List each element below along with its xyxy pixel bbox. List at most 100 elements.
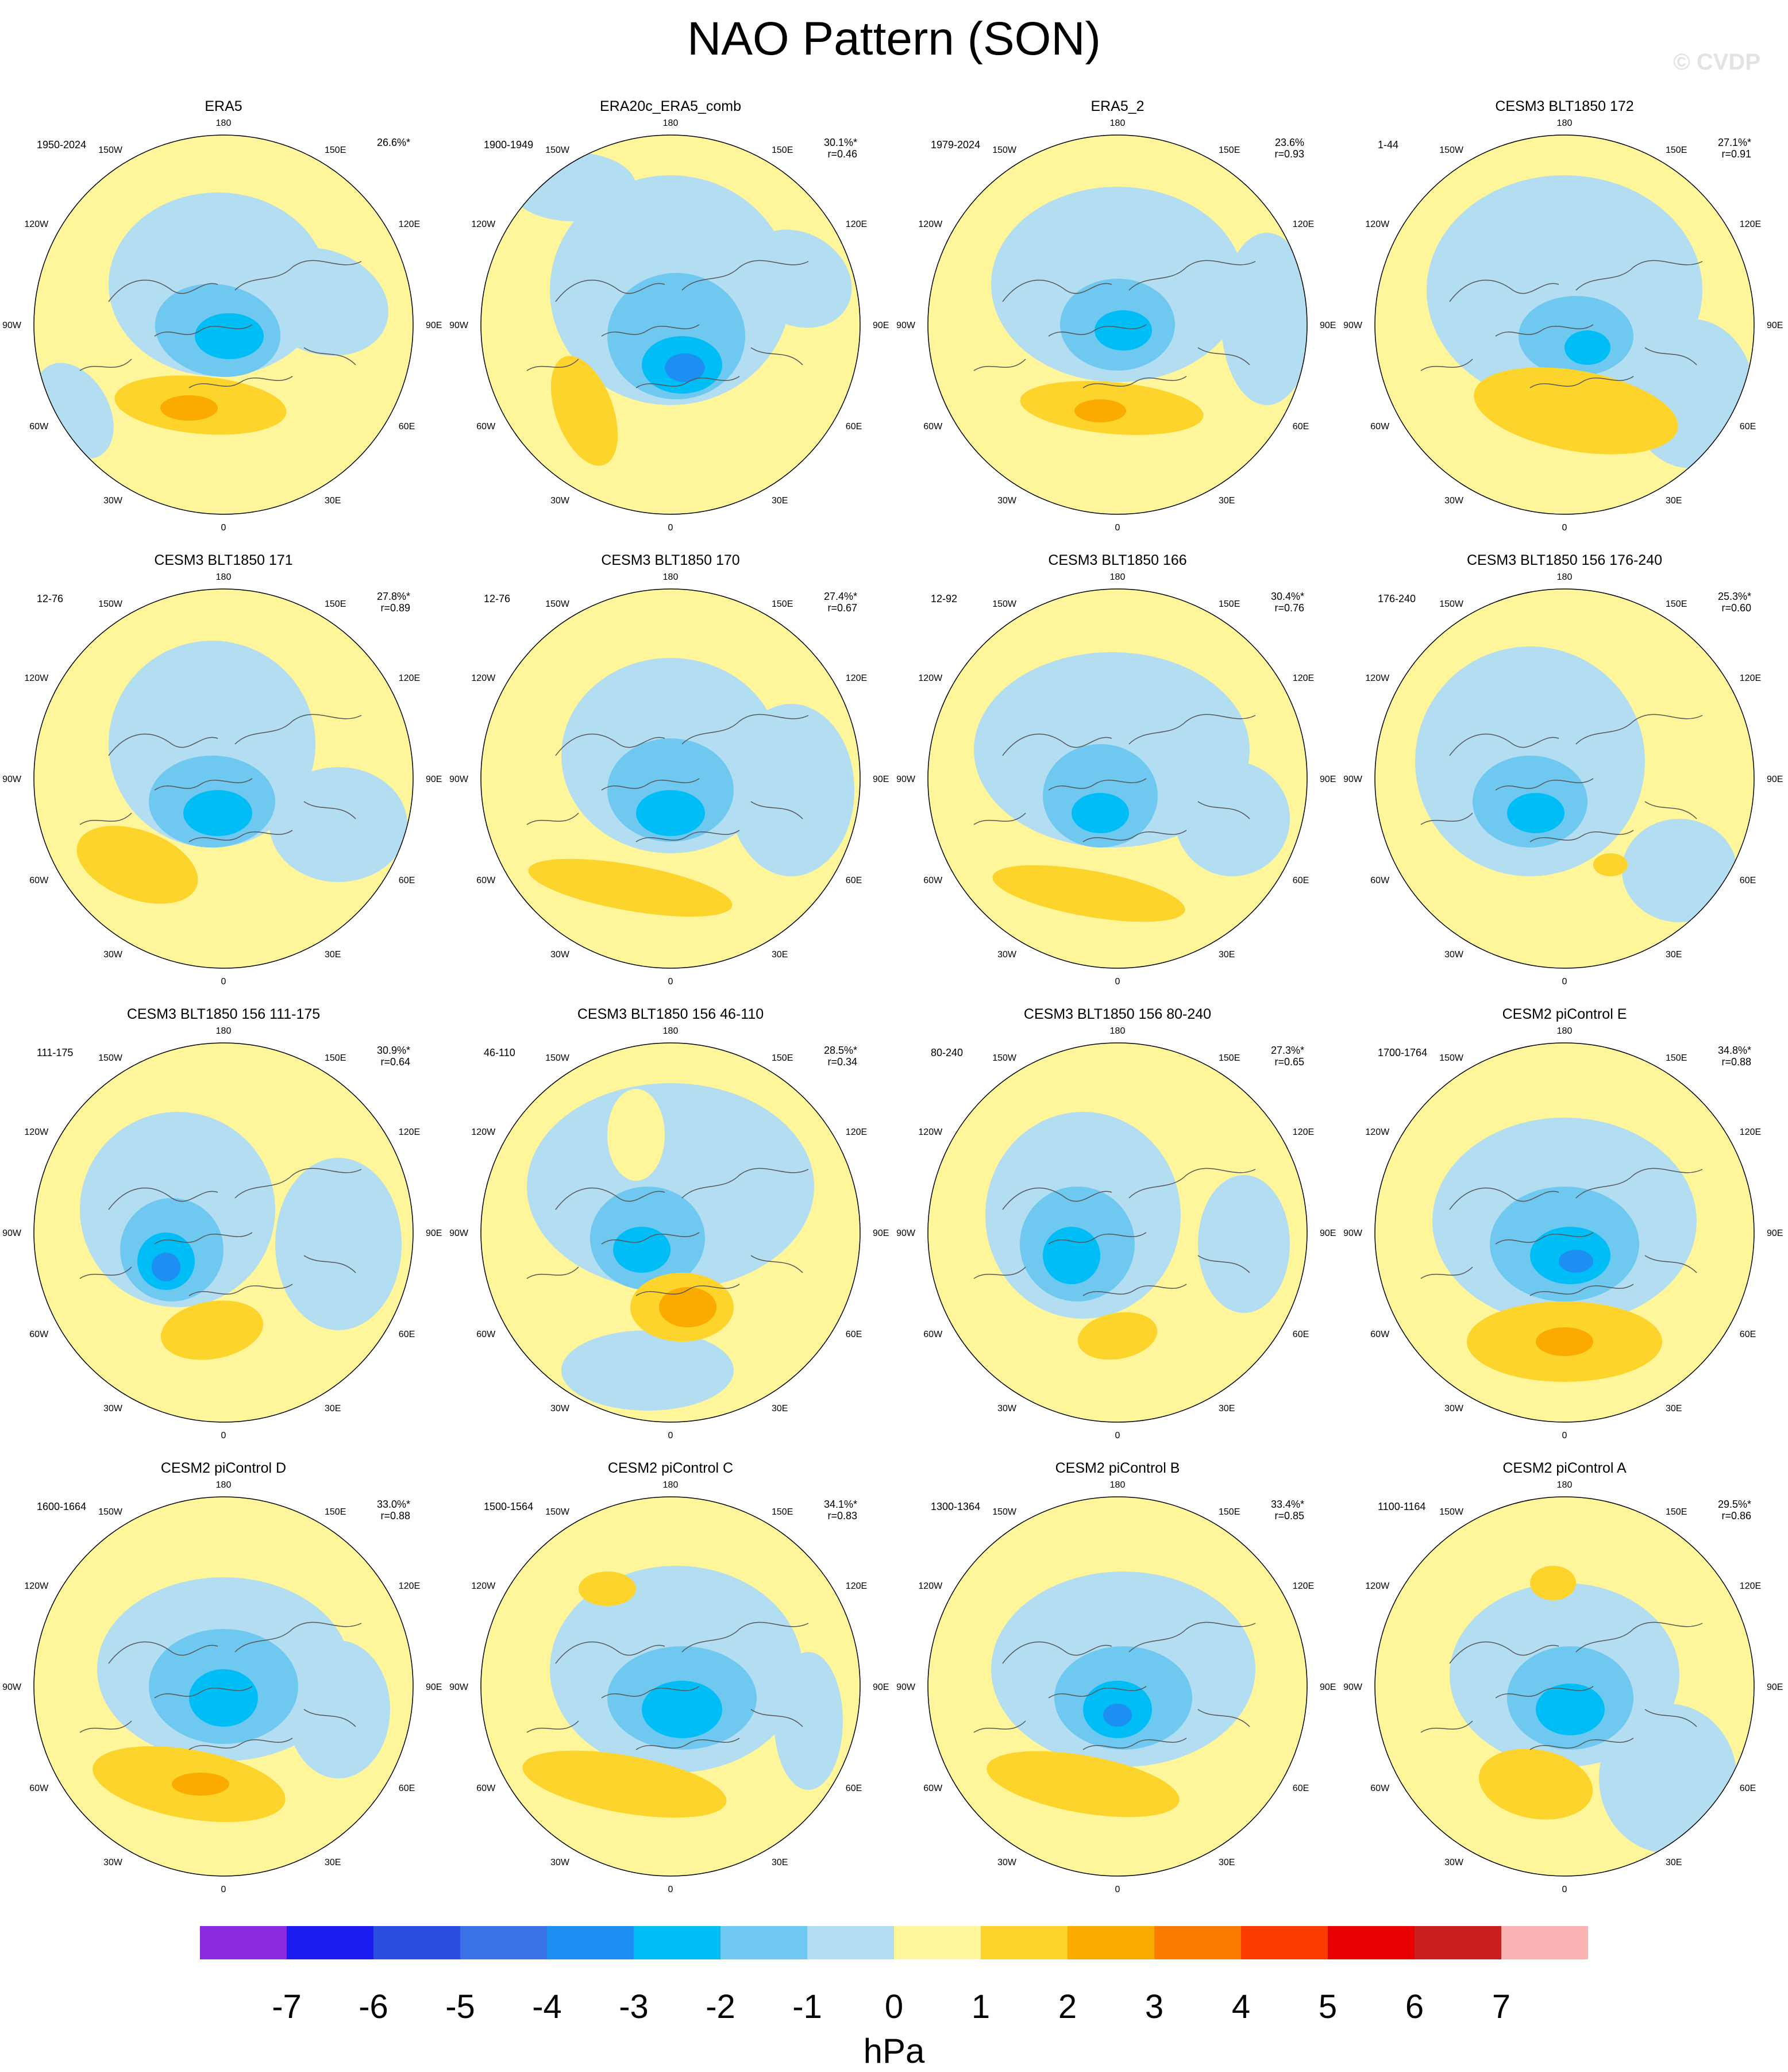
longitude-label: 30W [550,1858,570,1867]
contour-region [1198,1175,1290,1313]
contour-region [1077,1312,1158,1360]
longitude-label: 60E [1293,1784,1309,1793]
panel-title: CESM3 BLT1850 156 111-175 [126,1006,321,1022]
coastline [234,1622,362,1653]
longitude-label: 90E [426,775,442,784]
panel-percent-variance: 30.4%* [1270,591,1304,602]
map-outline [1374,1042,1755,1423]
map-panel: CESM3 BLT1850 166 12-92 30.4%* r=0.76 180 150… [894,552,1341,1006]
longitude-label: 30E [1666,496,1682,506]
map-outline [927,1042,1308,1423]
colorbar-swatch [894,1926,981,1959]
longitude-label: 120E [399,1127,420,1137]
longitude-label: 120W [918,1581,943,1591]
coastline [601,1232,700,1245]
longitude-label: 150W [545,1053,570,1063]
longitude-label: 150W [992,145,1017,155]
longitude-label: 30W [103,1404,123,1414]
map-outline [1374,134,1755,515]
coastline [750,801,803,819]
polar-map: 180 150E 120E 90E 60E 30E 0 30W 60W 90W 120W 150W [896,572,1336,987]
polar-map: 180 150E 120E 90E 60E 30E 0 30W 60W 90W 120W 150W [449,1026,889,1441]
coastline [555,279,665,302]
longitude-label: 0 [1562,1431,1567,1441]
longitude-label: 0 [1115,977,1120,987]
longitude-label: 120W [24,673,49,683]
coastline [635,1284,740,1296]
panel-correlation: r=0.91 [1721,148,1751,160]
colorbar-swatch [981,1926,1068,1959]
colorbar-tick-label: -2 [706,1988,735,2025]
colorbar-tick-label: -3 [619,1988,649,2025]
panel-correlation: r=0.83 [827,1510,857,1522]
longitude-label: 120W [918,219,943,229]
map-panel: CESM3 BLT1850 156 46-110 46-110 28.5%* r=0.… [447,1006,894,1459]
coastline [1495,778,1594,791]
coastline [303,1255,356,1273]
contour-region [160,1300,264,1360]
coastline [188,830,293,842]
panel-title: CESM2 piControl A [1502,1460,1627,1476]
map-panel: CESM2 piControl A 1100-1164 29.5%* r=0.86 18… [1341,1459,1788,1913]
longitude-label: 150E [325,1507,346,1517]
longitude-label: 30E [772,496,788,506]
colorbar-swatch [1501,1926,1588,1959]
longitude-label: 90W [896,321,916,330]
coastline [555,733,665,756]
longitude-label: 120E [1293,219,1314,229]
coastline [303,347,356,365]
panel-percent-variance: 27.1%* [1717,137,1751,148]
longitude-label: 150W [1439,599,1464,609]
contour-region [1427,175,1702,405]
longitude-label: 120E [1293,673,1314,683]
longitude-label: 90W [449,1682,469,1692]
panel-title: ERA5_2 [1090,98,1145,114]
coastline [1128,1622,1256,1653]
longitude-label: 180 [216,1480,232,1490]
map-panel: CESM2 piControl B 1300-1364 33.4%* r=0.85 18… [894,1459,1341,1913]
longitude-label: 150E [1666,1053,1687,1063]
panel-correlation: r=0.86 [1721,1510,1751,1522]
contour-region [1474,367,1678,455]
contour-region [1530,1566,1576,1600]
panel-years: 1300-1364 [931,1501,981,1512]
coastline [303,801,356,819]
coastline [154,1686,253,1699]
map-panel: CESM2 piControl E 1700-1764 34.8%* r=0.88 18… [1341,1006,1788,1459]
contour-region [636,790,705,836]
colorbar-swatch [1415,1926,1501,1959]
longitude-label: 60E [846,1330,862,1339]
longitude-label: 150W [98,145,123,155]
longitude-label: 30E [772,1858,788,1867]
longitude-label: 120W [1365,219,1390,229]
longitude-label: 30W [550,950,570,960]
longitude-label: 120E [846,219,867,229]
colorbar-unit: hPa [864,2032,925,2070]
longitude-label: 180 [1557,1480,1573,1490]
coastline [681,1168,809,1199]
longitude-label: 60E [846,422,862,432]
longitude-label: 150E [1219,599,1240,609]
panel-years: 111-175 [37,1047,74,1058]
longitude-label: 0 [1562,1885,1567,1894]
longitude-label: 120E [399,673,420,683]
longitude-label: 180 [1110,1026,1126,1036]
longitude-label: 180 [663,118,679,128]
panel-title: CESM3 BLT1850 166 [1048,552,1187,568]
coastline [1048,1232,1147,1245]
contour-region [1103,1704,1132,1727]
panel-years: 1979-2024 [931,139,981,151]
coastline [973,1266,1026,1279]
longitude-label: 60E [1740,1784,1756,1793]
coastline [108,733,218,756]
longitude-label: 120W [24,1127,49,1137]
longitude-label: 30W [550,496,570,506]
colorbar-tick-label: 0 [885,1988,903,2025]
coastline [601,324,700,337]
longitude-label: 30W [103,1858,123,1867]
colorbar-swatch [200,1926,287,1959]
colorbar-swatch [547,1926,634,1959]
panel-percent-variance: 27.3%* [1270,1045,1304,1056]
panel-correlation: r=0.46 [827,148,857,160]
panel-title: CESM3 BLT1850 170 [601,552,740,568]
